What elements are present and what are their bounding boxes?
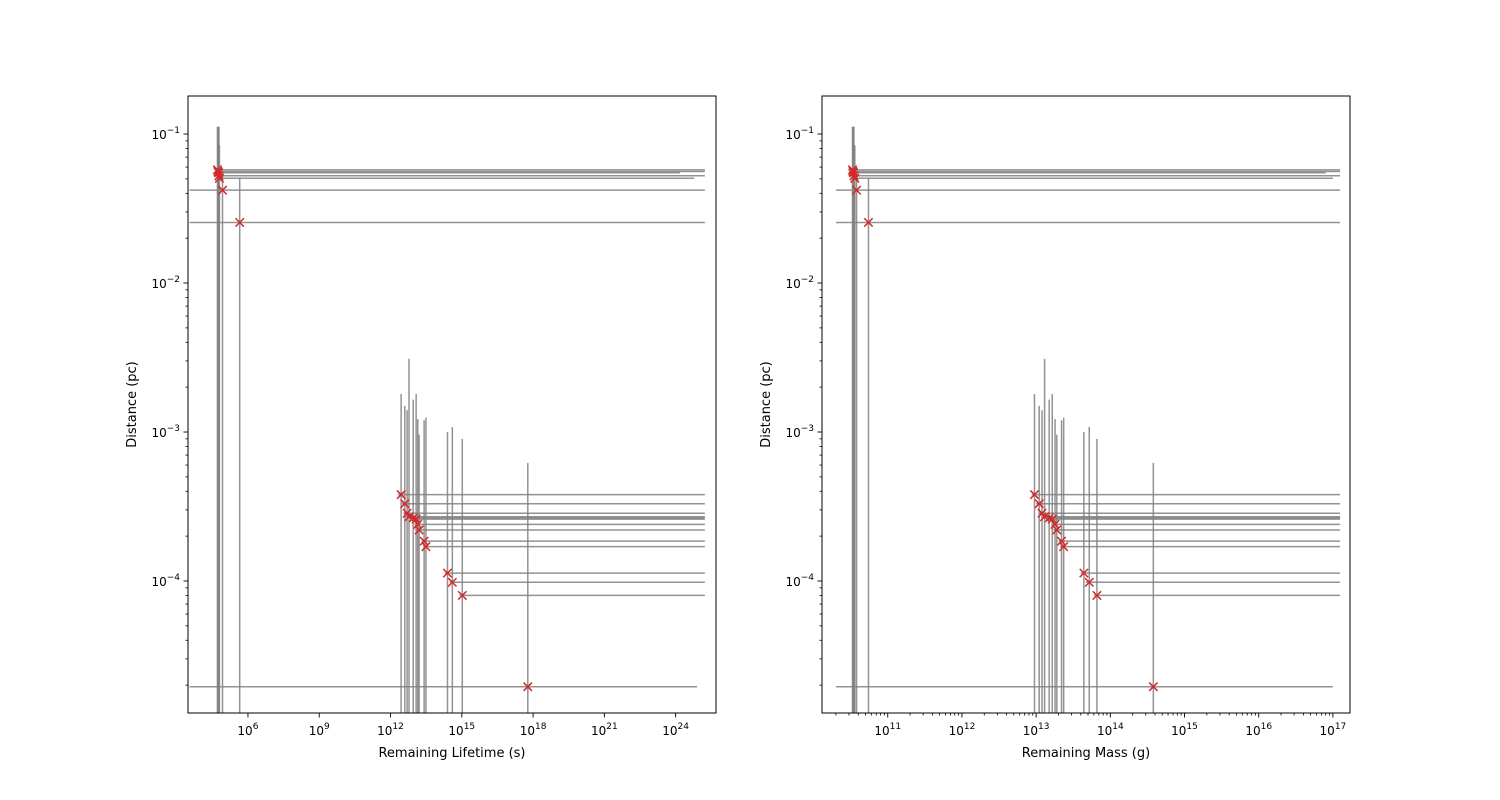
mass-x-tick-label: 1013 — [1023, 722, 1050, 738]
mass-x-axis-label: Remaining Mass (g) — [1022, 746, 1150, 761]
lifetime-data-point — [414, 525, 424, 535]
mass-data-point — [851, 185, 862, 195]
lifetime-data-point — [411, 514, 421, 524]
mass-x-tick-label: 1011 — [874, 722, 901, 738]
lifetime-data-point — [421, 541, 431, 552]
lifetime-data-point — [408, 513, 418, 523]
mass-x-tick-label: 1012 — [949, 722, 976, 738]
lifetime-x-tick-label: 1015 — [448, 722, 475, 738]
lifetime-y-tick-label: 10−1 — [151, 126, 180, 142]
lifetime-data-point — [442, 568, 453, 578]
mass-y-tick-label: 10−2 — [785, 275, 814, 291]
mass-y-tick-label: 10−3 — [785, 424, 814, 440]
mass-x-tick-label: 1017 — [1320, 722, 1347, 738]
mass-y-ticks: 10−4 10−3 10−2 10−1 — [785, 126, 822, 686]
mass-data-point — [1092, 590, 1102, 601]
mass-errorbars — [835, 126, 1341, 713]
mass-x-tick-label: 1014 — [1097, 722, 1124, 738]
mass-markers — [847, 165, 1159, 692]
mass-y-tick-label: 10−1 — [785, 126, 814, 142]
mass-data-point — [1056, 536, 1067, 546]
mass-data-point — [847, 165, 858, 175]
mass-data-point — [1079, 568, 1089, 578]
lifetime-y-tick-label: 10−2 — [151, 275, 180, 291]
lifetime-data-point — [396, 489, 406, 500]
mass-data-point — [1050, 519, 1060, 530]
lifetime-data-point — [214, 170, 224, 181]
lifetime-data-point — [234, 217, 245, 228]
lifetime-panel: 106 109 1012 1015 1018 1021 1024 10−410−310−21… — [125, 95, 717, 761]
lifetime-x-axis-label: Remaining Lifetime (s) — [378, 746, 525, 761]
mass-data-point — [1148, 682, 1159, 692]
lifetime-data-point — [400, 499, 410, 509]
mass-y-axis-label: Distance (pc) — [759, 361, 774, 448]
mass-data-point — [1084, 577, 1094, 588]
lifetime-data-point — [419, 536, 429, 546]
lifetime-data-point — [447, 577, 458, 588]
lifetime-y-tick-label: 10−3 — [151, 424, 180, 440]
lifetime-x-tick-label: 106 — [237, 722, 258, 738]
lifetime-data-point — [217, 185, 228, 195]
lifetime-y-axis-label: Distance (pc) — [125, 361, 140, 448]
mass-data-point — [1029, 489, 1040, 500]
lifetime-x-ticks: 106 109 1012 1015 1018 1021 1024 — [237, 713, 689, 738]
lifetime-y-tick-label: 10−4 — [151, 573, 180, 589]
mass-data-point — [850, 173, 860, 183]
lifetime-errorbars — [189, 126, 705, 713]
mass-data-point — [1058, 541, 1069, 552]
mass-data-point — [1034, 499, 1044, 509]
mass-data-point — [849, 170, 859, 181]
lifetime-data-point — [212, 165, 223, 175]
mass-y-tick-label: 10−4 — [785, 573, 814, 589]
lifetime-data-point — [523, 682, 533, 692]
mass-panel: 1011 1012 1013 1014 1015 1016 1017 10−410−310−… — [759, 95, 1351, 761]
lifetime-data-point — [457, 590, 468, 601]
lifetime-markers — [212, 165, 533, 692]
lifetime-x-tick-label: 1012 — [377, 722, 404, 738]
mass-data-point — [848, 167, 859, 178]
mass-data-point — [863, 217, 874, 228]
mass-plot-frame — [821, 95, 1351, 714]
mass-x-tick-label: 1015 — [1171, 722, 1198, 738]
lifetime-y-ticks: 10−4 10−3 10−2 10−1 — [151, 126, 188, 686]
lifetime-x-tick-label: 1018 — [520, 722, 547, 738]
lifetime-x-tick-label: 1024 — [662, 722, 689, 738]
mass-x-tick-label: 1016 — [1245, 722, 1272, 738]
lifetime-plot-frame — [187, 95, 717, 714]
mass-data-point — [1052, 525, 1062, 535]
mass-x-ticks: 1011 1012 1013 1014 1015 1016 1017 — [835, 713, 1347, 738]
lifetime-data-point — [214, 173, 225, 183]
mass-data-point — [1047, 514, 1057, 524]
lifetime-x-tick-label: 109 — [309, 722, 330, 738]
lifetime-data-point — [413, 519, 423, 530]
lifetime-x-tick-label: 1021 — [591, 722, 618, 738]
